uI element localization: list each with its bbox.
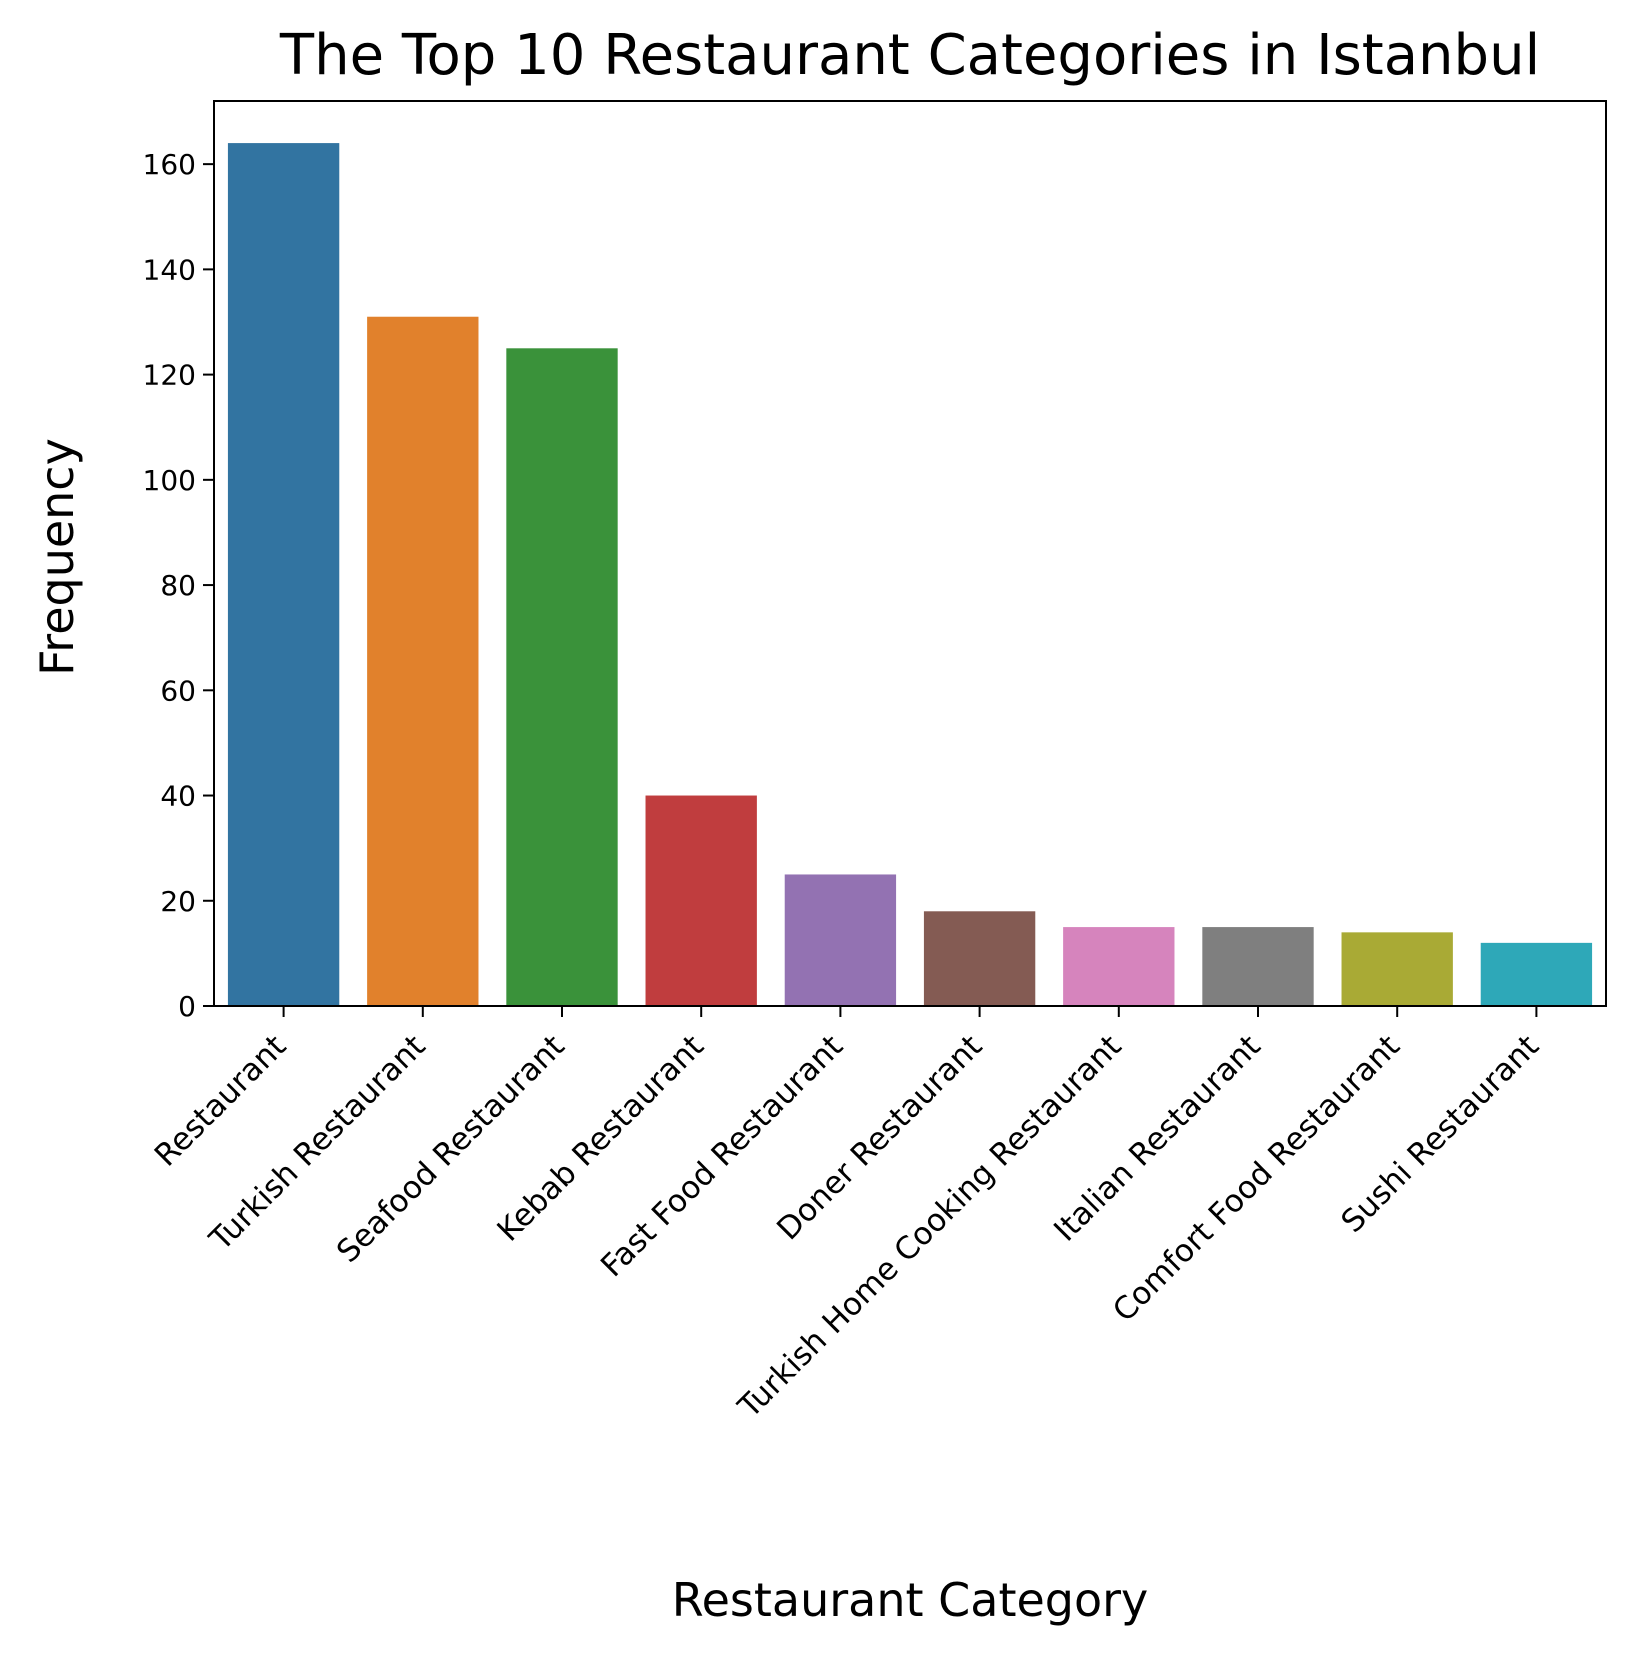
bar-8 xyxy=(1202,927,1314,1006)
bar-4 xyxy=(645,795,757,1006)
bar-10 xyxy=(1480,942,1593,1006)
y-tick-label: 40 xyxy=(160,780,196,813)
y-tick-label: 0 xyxy=(178,990,196,1023)
y-tick-label: 140 xyxy=(143,253,196,286)
plot-frame xyxy=(213,100,1607,1007)
bars-group xyxy=(227,143,1593,1007)
bar-7 xyxy=(1063,927,1175,1006)
y-tick-label: 160 xyxy=(143,148,196,181)
bar-5 xyxy=(784,874,897,1006)
bar-1 xyxy=(227,143,340,1007)
chart-title: The Top 10 Restaurant Categories in Ista… xyxy=(279,23,1540,88)
y-tick-label: 80 xyxy=(160,569,196,602)
bar-9 xyxy=(1341,932,1453,1006)
y-tick-label: 20 xyxy=(160,885,196,918)
bar-6 xyxy=(923,911,1036,1006)
y-axis-label: Frequency xyxy=(30,438,84,676)
x-tick-label: Seafood Restaurant xyxy=(330,1028,572,1270)
bar-2 xyxy=(367,316,479,1007)
bar-3 xyxy=(506,348,618,1006)
x-axis-label: Restaurant Category xyxy=(672,1573,1149,1627)
y-ticks-group: 0 20 40 60 80 100 120 140 160 xyxy=(143,148,214,1023)
x-tick-label: Restaurant xyxy=(148,1028,293,1173)
y-tick-label: 120 xyxy=(143,359,196,392)
y-tick-label: 100 xyxy=(143,464,196,497)
x-tick-label: Fast Food Restaurant xyxy=(594,1028,850,1284)
y-tick-label: 60 xyxy=(160,674,196,707)
x-tick-label: Comfort Food Restaurant xyxy=(1106,1028,1407,1329)
